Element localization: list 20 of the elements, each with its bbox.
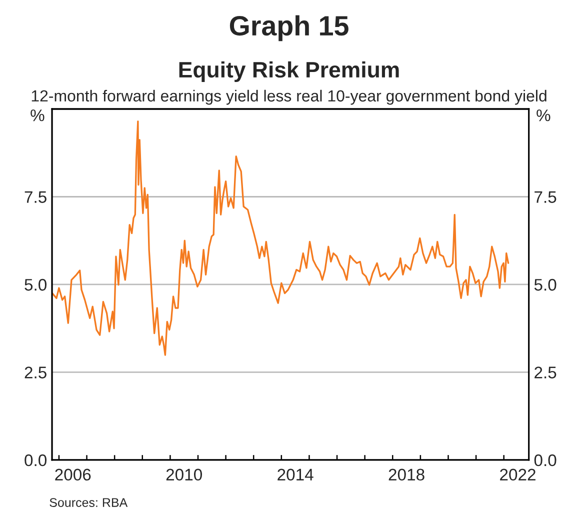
chart-subtitle: Equity Risk Premium <box>179 61 399 82</box>
x-tick-label: 2018 <box>388 468 424 481</box>
y2-tick-label: 7.5 <box>534 191 556 203</box>
y-tick-label: 0.0 <box>24 454 47 466</box>
y-tick-label: 5.0 <box>24 278 47 291</box>
y-tick-label: 7.5 <box>24 191 46 203</box>
y2-tick-label: 0.0 <box>534 454 556 466</box>
chart-title: Graph 15 <box>230 15 348 42</box>
x-tick-label: 2022 <box>500 468 536 481</box>
y2-axis-title: % <box>536 110 550 122</box>
x-tick-label: 2010 <box>166 468 202 481</box>
line-series <box>52 120 510 356</box>
x-tick-label: 2006 <box>55 468 91 481</box>
y2-tick-label: 2.5 <box>534 366 556 378</box>
x-tick-label: 2014 <box>278 468 314 481</box>
y-axis-title: % <box>30 110 44 122</box>
y-tick-label: 2.5 <box>24 366 46 378</box>
y2-tick-label: 5.0 <box>534 278 556 291</box>
source-note: Sources: RBA <box>50 498 128 507</box>
text: 12-month forward earnings yield less real 10-year government bond yield <box>32 90 546 105</box>
